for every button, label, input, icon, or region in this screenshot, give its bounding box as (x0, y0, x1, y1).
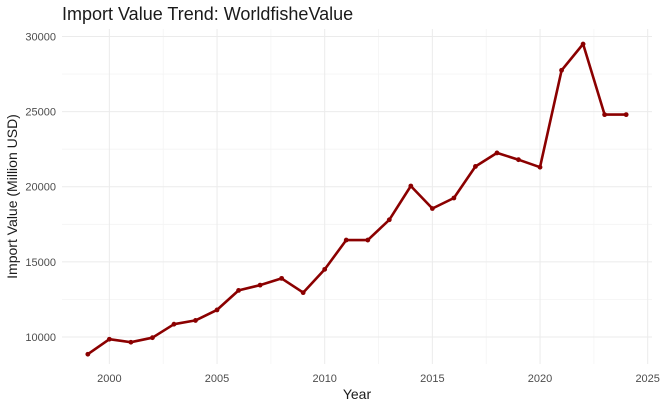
data-point (580, 41, 586, 47)
series-line-layer (86, 42, 628, 356)
y-axis-title: Import Value (Million USD) (4, 114, 20, 279)
gridlines (62, 29, 652, 364)
series-line (86, 42, 628, 356)
x-tick-label: 2000 (97, 373, 121, 385)
x-tick-label: 2015 (420, 373, 444, 385)
data-point (236, 287, 241, 293)
y-tick-label: 20000 (25, 182, 56, 194)
data-point (516, 157, 521, 163)
y-axis-tick-labels: 10000 15000 20000 25000 30000 (25, 32, 56, 344)
data-point (322, 266, 328, 272)
x-axis-title: Year (343, 386, 372, 402)
data-point (85, 351, 91, 357)
data-point (386, 217, 392, 223)
data-point (106, 336, 112, 342)
y-tick-label: 15000 (25, 257, 56, 269)
data-point (365, 237, 371, 243)
y-tick-label: 30000 (25, 32, 56, 44)
data-point (473, 164, 478, 169)
x-tick-label: 2005 (205, 373, 229, 385)
chart-title: Import Value Trend: WorldfisheValue (62, 4, 354, 24)
data-point (559, 67, 564, 73)
data-point (408, 183, 414, 189)
data-point (279, 275, 285, 281)
x-axis-tick-labels: 2000 2005 2010 2015 2020 2025 (97, 373, 660, 385)
data-point (623, 112, 629, 118)
data-point (257, 282, 263, 288)
x-tick-label: 2025 (635, 373, 659, 385)
data-point (602, 112, 608, 118)
data-point (494, 150, 500, 156)
data-point (214, 307, 220, 313)
data-point (343, 237, 349, 243)
data-point (537, 164, 543, 170)
x-tick-label: 2010 (312, 373, 336, 385)
y-tick-label: 25000 (25, 107, 56, 119)
data-point (193, 318, 198, 323)
data-point (429, 206, 435, 211)
data-point (150, 335, 155, 341)
data-point (171, 321, 177, 327)
data-point (300, 290, 306, 296)
data-point (128, 339, 134, 345)
y-tick-label: 10000 (25, 332, 56, 344)
x-tick-label: 2020 (528, 373, 552, 385)
data-point (451, 195, 457, 201)
data-points (85, 41, 629, 357)
